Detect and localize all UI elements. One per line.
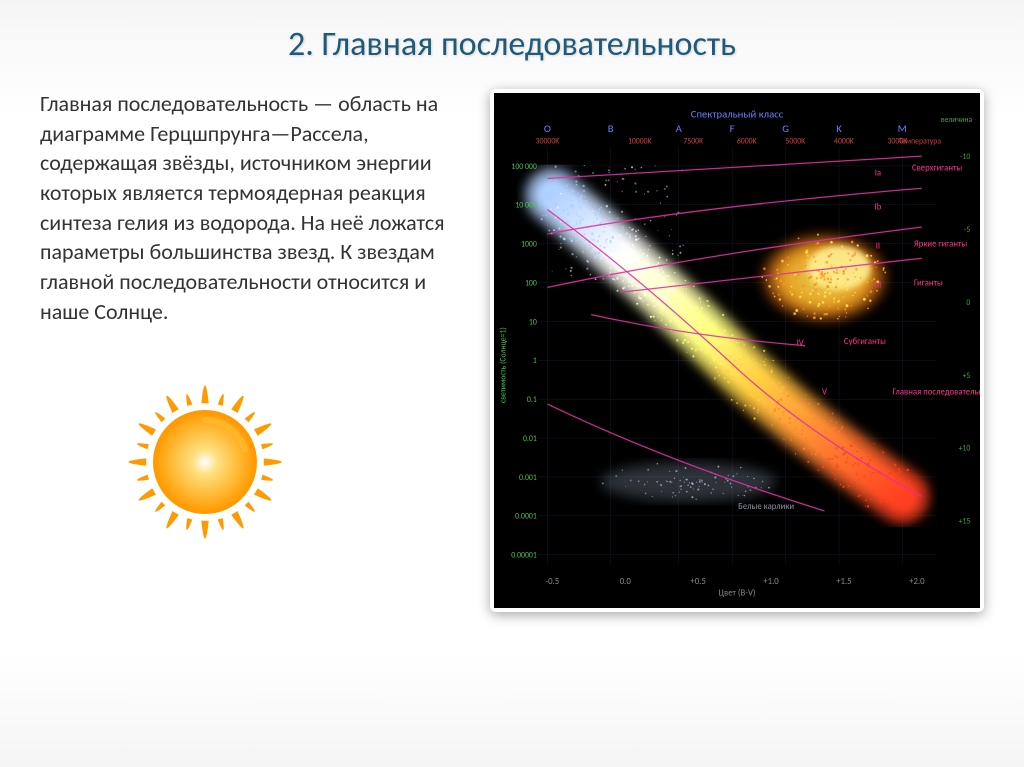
svg-text:0.1: 0.1: [527, 396, 537, 405]
svg-text:K: K: [836, 122, 842, 135]
svg-text:100 000: 100 000: [511, 163, 536, 172]
sun-icon: [100, 357, 310, 567]
svg-text:G: G: [782, 122, 789, 135]
svg-text:Спектральный класс: Спектральный класс: [691, 107, 784, 120]
svg-text:+5: +5: [962, 372, 970, 381]
svg-text:6000K: 6000K: [737, 138, 757, 147]
svg-text:0: 0: [966, 299, 970, 308]
sun-image: [100, 357, 470, 572]
svg-text:V: V: [822, 387, 827, 397]
svg-text:IV: IV: [797, 339, 804, 349]
svg-text:Ia: Ia: [875, 169, 881, 179]
svg-text:+1.0: +1.0: [763, 577, 779, 587]
svg-text:+10: +10: [959, 445, 971, 454]
svg-text:30000K: 30000K: [536, 138, 560, 147]
svg-text:Ib: Ib: [875, 203, 882, 213]
svg-text:5000K: 5000K: [785, 138, 805, 147]
hr-diagram: Спектральный класс O B A F G K M 30000K 10000K 750…: [494, 93, 980, 608]
svg-text:-0.5: -0.5: [545, 577, 559, 587]
svg-text:+15: +15: [959, 518, 971, 527]
svg-text:-10: -10: [960, 153, 970, 162]
svg-text:-5: -5: [964, 226, 970, 235]
svg-text:II: II: [876, 242, 880, 252]
hr-diagram-svg: Спектральный класс O B A F G K M 30000K 10000K 750…: [494, 93, 980, 608]
svg-text:O: O: [544, 122, 551, 135]
svg-text:величина: величина: [941, 116, 973, 125]
svg-text:1: 1: [533, 357, 537, 366]
svg-text:Цвет (B-V): Цвет (B-V): [718, 589, 755, 599]
svg-text:0.01: 0.01: [523, 435, 537, 444]
body-text: Главная последовательность — область на …: [40, 89, 470, 327]
svg-text:10000K: 10000K: [628, 138, 652, 147]
svg-text:0.0001: 0.0001: [515, 513, 537, 522]
svg-text:III: III: [875, 280, 882, 290]
content-row: Главная последовательность — область на …: [40, 89, 984, 612]
svg-text:Белые карлики: Белые карлики: [738, 502, 794, 512]
hr-diagram-frame: Спектральный класс O B A F G K M 30000K 10000K 750…: [490, 89, 984, 612]
svg-text:F: F: [730, 122, 735, 135]
svg-text:Яркие гиганты: Яркие гиганты: [914, 240, 967, 250]
svg-text:4000K: 4000K: [834, 138, 854, 147]
svg-text:+1.5: +1.5: [836, 577, 851, 587]
svg-text:Температура: Температура: [899, 138, 941, 147]
svg-text:1000: 1000: [521, 241, 537, 250]
left-column: Главная последовательность — область на …: [40, 89, 470, 572]
svg-text:10: 10: [529, 318, 537, 327]
slide-title: 2. Главная последовательность: [40, 24, 984, 65]
svg-text:100: 100: [525, 279, 537, 288]
svg-text:Гиганты: Гиганты: [914, 278, 943, 288]
svg-text:0.0: 0.0: [620, 577, 632, 587]
svg-text:Субгиганты: Субгиганты: [844, 337, 886, 347]
svg-text:M: M: [898, 122, 907, 135]
svg-text:+0.5: +0.5: [690, 577, 705, 587]
svg-text:Главная последовательность: Главная последовательность: [893, 387, 980, 397]
svg-text:светимость (Солнце=1): светимость (Солнце=1): [499, 327, 509, 403]
svg-text:0.00001: 0.00001: [511, 552, 537, 561]
svg-text:+2.0: +2.0: [909, 577, 925, 587]
svg-text:A: A: [676, 122, 683, 135]
svg-text:7500K: 7500K: [683, 138, 703, 147]
svg-text:B: B: [608, 122, 614, 135]
svg-text:10 000: 10 000: [515, 202, 536, 211]
svg-text:0.001: 0.001: [519, 474, 537, 483]
svg-text:Сверхгиганты: Сверхгиганты: [912, 164, 962, 174]
